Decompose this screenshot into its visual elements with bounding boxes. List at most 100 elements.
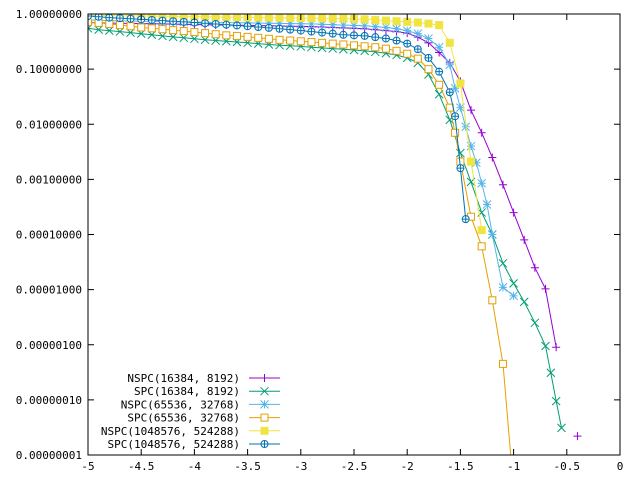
data-point	[424, 65, 433, 74]
data-point	[339, 40, 348, 49]
data-point	[435, 21, 444, 30]
legend-entry: NSPC(1048576, 524288)	[101, 425, 280, 438]
x-tick-label: -2	[401, 460, 414, 473]
legend-marker	[260, 400, 269, 409]
y-tick-label: 0.10000000	[16, 63, 82, 76]
data-point	[392, 24, 401, 34]
data-point	[179, 17, 188, 26]
data-point	[456, 164, 465, 173]
data-point	[451, 128, 460, 137]
data-point	[296, 26, 305, 35]
data-point	[557, 423, 566, 433]
data-point	[201, 29, 210, 38]
legend-marker	[260, 386, 269, 396]
data-point	[328, 20, 338, 30]
data-point	[254, 14, 263, 22]
data-point	[318, 14, 327, 23]
y-tick-label: 0.01000000	[16, 118, 82, 131]
data-point	[451, 112, 460, 121]
data-point	[530, 318, 540, 328]
legend-marker	[260, 413, 269, 422]
data-point	[286, 14, 295, 22]
data-point	[275, 35, 284, 44]
data-point	[509, 291, 518, 301]
data-point	[371, 43, 380, 52]
data-point	[456, 148, 465, 158]
x-tick-label: -4	[188, 460, 202, 473]
x-tick-label: -3	[294, 460, 307, 473]
y-tick-label: 0.00000001	[16, 449, 82, 462]
data-point	[445, 38, 454, 47]
data-point	[360, 21, 369, 31]
data-point	[137, 23, 146, 32]
data-point	[488, 153, 497, 162]
data-point	[392, 46, 401, 55]
legend-label: SPC(65536, 32768)	[127, 412, 240, 425]
legend-entry: NSPC(16384, 8192)	[127, 372, 280, 385]
legend-marker	[260, 426, 269, 435]
data-point	[573, 432, 582, 441]
data-point	[467, 157, 476, 166]
data-point	[94, 14, 103, 21]
data-point	[158, 31, 167, 41]
data-point	[317, 19, 327, 29]
data-point	[115, 14, 124, 23]
x-tick-label: -0.5	[554, 460, 581, 473]
data-point	[403, 49, 412, 58]
legend-label: SPC(16384, 8192)	[134, 385, 240, 398]
data-point	[168, 32, 178, 42]
data-point	[413, 45, 422, 54]
data-point	[318, 28, 327, 37]
data-point	[88, 14, 92, 20]
data-point	[381, 23, 391, 32]
x-tick-label: 0	[617, 460, 624, 473]
data-point	[318, 38, 327, 47]
data-point	[450, 83, 460, 93]
legend-label: NSPC(16384, 8192)	[127, 372, 240, 385]
data-point	[541, 284, 550, 293]
data-point	[264, 14, 273, 22]
data-point	[413, 29, 423, 39]
data-point	[169, 26, 178, 35]
data-point	[435, 67, 444, 76]
data-point	[456, 103, 465, 113]
data-point	[477, 178, 487, 188]
data-point	[461, 215, 470, 224]
data-point	[403, 39, 412, 48]
y-tick-label: 0.00000100	[16, 339, 82, 352]
data-point	[307, 14, 316, 23]
data-point	[456, 79, 465, 88]
data-point	[126, 14, 135, 23]
x-tick-label: -2.5	[341, 460, 368, 473]
y-tick-label: 0.00010000	[16, 229, 82, 242]
data-point	[307, 27, 316, 36]
data-point	[126, 22, 135, 31]
data-point	[424, 19, 433, 28]
data-point	[243, 22, 252, 31]
data-point	[370, 22, 380, 31]
x-tick-label: -1.5	[447, 460, 474, 473]
data-point	[211, 30, 220, 39]
data-point	[307, 19, 316, 29]
data-point	[254, 33, 263, 42]
data-point	[445, 88, 454, 97]
legend-entry: SPC(1048576, 524288)	[108, 438, 280, 451]
data-point	[402, 26, 412, 35]
data-point	[222, 14, 231, 22]
data-point	[467, 106, 476, 115]
data-point	[498, 258, 508, 268]
data-point	[466, 141, 476, 151]
data-point	[179, 33, 189, 43]
data-point	[222, 31, 231, 40]
data-point	[275, 24, 284, 33]
series-4	[88, 17, 512, 455]
data-point	[200, 35, 210, 45]
data-point	[541, 341, 550, 351]
data-point	[339, 14, 348, 23]
legend-entry: NSPC(65536, 32768)	[121, 398, 280, 411]
data-point	[498, 282, 508, 292]
data-point	[519, 297, 529, 307]
data-point	[477, 226, 486, 235]
